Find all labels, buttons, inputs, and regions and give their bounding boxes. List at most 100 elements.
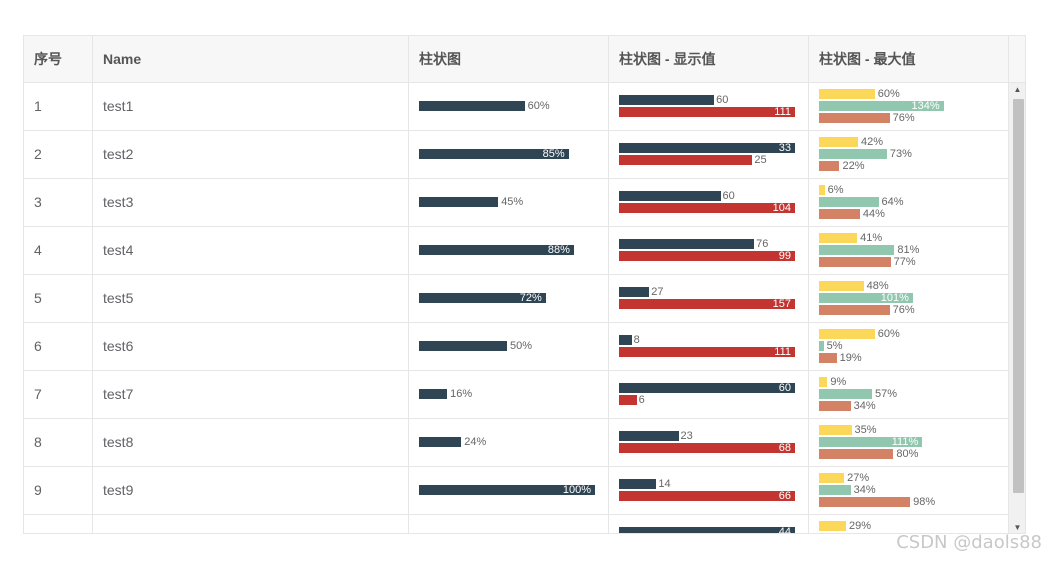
cell-bar: 45%: [409, 179, 609, 226]
cell-bar: 88%: [409, 227, 609, 274]
display-bar-b: [619, 443, 795, 453]
cell-bar-display: 44: [609, 515, 809, 533]
max-label-2: 34%: [853, 400, 876, 412]
header-bar[interactable]: 柱状图: [409, 36, 609, 82]
display-label-a: 27: [651, 286, 664, 298]
scroll-up-icon[interactable]: ▲: [1013, 85, 1022, 94]
display-bar-a: [619, 383, 795, 393]
display-bar-a: [619, 527, 795, 533]
cell-bar-max: 41% 81% 77%: [809, 227, 1009, 274]
max-bar-0: [819, 281, 864, 291]
display-bar-a: [619, 239, 755, 249]
display-label-a: 8: [633, 334, 640, 346]
display-bar-b: [619, 251, 795, 261]
cell-bar-max: 48% 101% 76%: [809, 275, 1009, 322]
display-label-a: 60: [722, 190, 735, 202]
cell-index: 2: [24, 131, 93, 178]
bar-mark: [419, 149, 569, 159]
max-bar-2: [819, 305, 890, 315]
scroll-down-icon[interactable]: ▼: [1013, 523, 1022, 532]
max-label-1: 73%: [889, 148, 912, 160]
max-bar-0: [819, 329, 875, 339]
header-bar-max[interactable]: 柱状图 - 最大值: [809, 36, 1009, 82]
table-row[interactable]: 7 test7 16% 60 6 9% 57% 34%: [24, 371, 1009, 419]
bar-label: 100%: [562, 484, 591, 496]
cell-bar-display: 60 104: [609, 179, 809, 226]
bar-label: 85%: [542, 148, 565, 160]
scrollbar-thumb[interactable]: [1013, 99, 1024, 493]
cell-bar-max: 27% 34% 98%: [809, 467, 1009, 514]
table-row[interactable]: 96% 44 29%: [24, 515, 1009, 534]
cell-bar: 100%: [409, 467, 609, 514]
display-bar-b: [619, 491, 795, 501]
table-row[interactable]: 9 test9 100% 14 66 27% 34% 98%: [24, 467, 1009, 515]
bar-mark: [419, 341, 507, 351]
cell-bar-display: 60 111: [609, 83, 809, 130]
cell-bar: 72%: [409, 275, 609, 322]
data-table: 序号 Name 柱状图 柱状图 - 显示值 柱状图 - 最大值 1 test1 60…: [23, 35, 1026, 534]
bar-mark: [419, 533, 588, 534]
cell-bar-display: 27 157: [609, 275, 809, 322]
table-row[interactable]: 5 test5 72% 27 157 48% 101% 76%: [24, 275, 1009, 323]
cell-index: 6: [24, 323, 93, 370]
cell-index: 1: [24, 83, 93, 130]
cell-bar: 96%: [409, 515, 609, 534]
header-name[interactable]: Name: [93, 36, 409, 82]
max-bar-0: [819, 425, 852, 435]
cell-name: test6: [93, 323, 409, 370]
max-label-0: 29%: [848, 520, 871, 532]
display-bar-a: [619, 95, 715, 105]
display-label-a: 33: [778, 142, 791, 154]
display-label-b: 25: [754, 154, 767, 166]
table-row[interactable]: 3 test3 45% 60 104 6% 64% 44%: [24, 179, 1009, 227]
max-label-1: 34%: [853, 484, 876, 496]
max-bar-2: [819, 209, 860, 219]
display-label-b: 6: [638, 394, 645, 406]
cell-bar-max: 60% 134% 76%: [809, 83, 1009, 130]
bar-label: 96%: [562, 532, 584, 533]
cell-index: 9: [24, 467, 93, 514]
header-bar-display[interactable]: 柱状图 - 显示值: [609, 36, 809, 82]
max-label-0: 42%: [861, 136, 884, 148]
cell-index: 4: [24, 227, 93, 274]
table-row[interactable]: 8 test8 24% 23 68 35% 111% 80%: [24, 419, 1009, 467]
display-label-b: 157: [772, 298, 791, 310]
display-bar-a: [619, 335, 632, 345]
display-bar-a: [619, 191, 721, 201]
table-row[interactable]: 4 test4 88% 76 99 41% 81% 77%: [24, 227, 1009, 275]
bar-label: 60%: [527, 100, 550, 112]
bar-mark: [419, 245, 574, 255]
bar-mark: [419, 197, 499, 207]
max-bar-1: [819, 485, 851, 495]
max-label-1: 81%: [897, 244, 920, 256]
max-label-0: 60%: [877, 88, 900, 100]
cell-index: 7: [24, 371, 93, 418]
max-bar-0: [819, 137, 859, 147]
max-label-2: 77%: [893, 256, 916, 268]
display-bar-a: [619, 143, 795, 153]
table-row[interactable]: 2 test2 85% 33 25 42% 73% 22%: [24, 131, 1009, 179]
table-row[interactable]: 1 test1 60% 60 111 60% 134% 76%: [24, 83, 1009, 131]
display-bar-a: [619, 479, 657, 489]
display-bar-b: [619, 299, 795, 309]
display-bar-b: [619, 203, 795, 213]
bar-label: 16%: [450, 388, 473, 400]
header-index[interactable]: 序号: [24, 36, 93, 82]
max-label-1: 134%: [911, 100, 940, 112]
max-bar-2: [819, 161, 840, 171]
bar-label: 45%: [501, 196, 524, 208]
cell-bar: 50%: [409, 323, 609, 370]
cell-bar-max: 35% 111% 80%: [809, 419, 1009, 466]
cell-bar-max: 29%: [809, 515, 1009, 533]
max-label-0: 9%: [830, 376, 847, 388]
display-bar-a: [619, 287, 650, 297]
cell-name: test8: [93, 419, 409, 466]
table-row[interactable]: 6 test6 50% 8 111 60% 5% 19%: [24, 323, 1009, 371]
cell-index: 8: [24, 419, 93, 466]
vertical-scrollbar[interactable]: ▲ ▼: [1009, 83, 1025, 533]
cell-bar-display: 8 111: [609, 323, 809, 370]
cell-bar-max: 42% 73% 22%: [809, 131, 1009, 178]
max-label-1: 5%: [826, 340, 843, 352]
max-bar-0: [819, 185, 825, 195]
cell-bar: 24%: [409, 419, 609, 466]
